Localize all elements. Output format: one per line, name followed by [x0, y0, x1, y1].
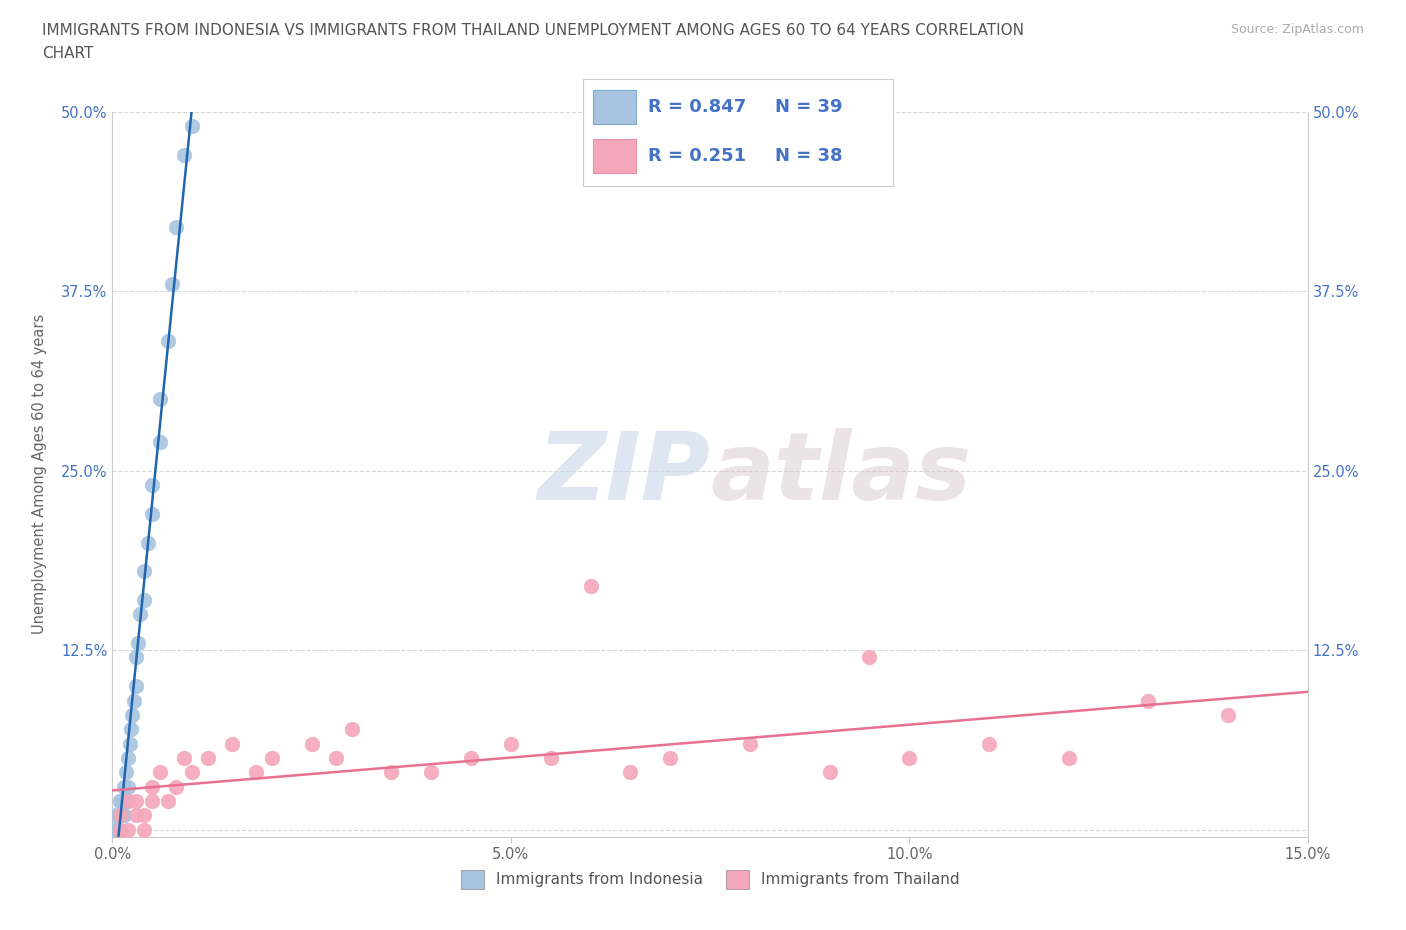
Point [110, 822, 132, 837]
Point [115, 793, 138, 808]
Point [340, 722, 363, 737]
Text: N = 39: N = 39 [775, 98, 842, 116]
Point [120, 722, 142, 737]
Point [301, 737, 323, 751]
Point [221, 737, 243, 751]
Point [173, 147, 195, 162]
Point [1057, 751, 1080, 765]
Legend: Immigrants from Indonesia, Immigrants from Thailand: Immigrants from Indonesia, Immigrants fr… [454, 864, 966, 895]
Point [118, 737, 141, 751]
Point [141, 779, 163, 794]
Text: atlas: atlas [710, 429, 972, 520]
Text: CHART: CHART [42, 46, 94, 61]
Point [134, 822, 156, 837]
Point [125, 650, 148, 665]
Point [141, 478, 163, 493]
Point [117, 779, 139, 794]
Point [165, 779, 187, 794]
Point [104, 808, 127, 823]
Point [380, 764, 402, 779]
Point [134, 592, 156, 607]
Point [111, 808, 134, 823]
Point [121, 708, 143, 723]
Point [114, 808, 135, 823]
Point [165, 219, 187, 234]
Point [129, 607, 152, 622]
Point [127, 635, 149, 650]
Point [125, 793, 148, 808]
Point [117, 751, 139, 765]
Point [122, 693, 145, 708]
Point [325, 751, 347, 765]
Point [1216, 708, 1239, 723]
Point [141, 506, 163, 521]
Point [173, 751, 195, 765]
Point [245, 764, 267, 779]
Point [1137, 693, 1160, 708]
Point [460, 751, 482, 765]
Text: R = 0.847: R = 0.847 [648, 98, 747, 116]
Point [162, 276, 183, 291]
Point [181, 764, 204, 779]
Point [141, 793, 163, 808]
Point [540, 751, 562, 765]
Point [149, 392, 172, 406]
Point [117, 793, 139, 808]
Point [149, 434, 172, 449]
Point [134, 808, 156, 823]
Point [157, 793, 180, 808]
Point [818, 764, 841, 779]
Point [858, 650, 880, 665]
Point [115, 764, 138, 779]
Text: ZIP: ZIP [537, 429, 710, 520]
Point [499, 737, 522, 751]
Text: R = 0.251: R = 0.251 [648, 147, 747, 165]
Point [260, 751, 283, 765]
Point [420, 764, 443, 779]
Point [108, 793, 131, 808]
Point [738, 737, 761, 751]
Point [125, 679, 148, 694]
Point [105, 808, 128, 823]
Point [104, 822, 127, 837]
Point [898, 751, 921, 765]
Point [107, 822, 129, 837]
Point [108, 808, 131, 823]
Text: Source: ZipAtlas.com: Source: ZipAtlas.com [1230, 23, 1364, 36]
Point [138, 535, 160, 550]
Point [157, 334, 180, 349]
Point [111, 793, 134, 808]
Point [149, 764, 172, 779]
Point [197, 751, 219, 765]
Point [619, 764, 641, 779]
Point [103, 822, 125, 837]
Point [112, 779, 135, 794]
Text: N = 38: N = 38 [775, 147, 842, 165]
Point [114, 793, 136, 808]
Point [125, 808, 148, 823]
Point [110, 822, 132, 837]
FancyBboxPatch shape [593, 139, 636, 173]
Y-axis label: Unemployment Among Ages 60 to 64 years: Unemployment Among Ages 60 to 64 years [32, 314, 48, 634]
Point [110, 793, 132, 808]
Point [977, 737, 1000, 751]
FancyBboxPatch shape [593, 90, 636, 124]
Point [105, 822, 128, 837]
Point [659, 751, 682, 765]
Point [117, 822, 139, 837]
Point [579, 578, 602, 593]
Point [181, 118, 204, 133]
Text: IMMIGRANTS FROM INDONESIA VS IMMIGRANTS FROM THAILAND UNEMPLOYMENT AMONG AGES 60: IMMIGRANTS FROM INDONESIA VS IMMIGRANTS … [42, 23, 1024, 38]
Point [110, 808, 132, 823]
Point [134, 564, 156, 578]
